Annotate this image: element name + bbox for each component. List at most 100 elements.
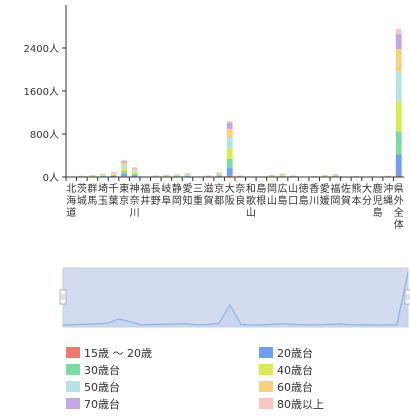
legend-item[interactable]: 50歳台 <box>66 379 120 394</box>
legend-label: 70歳台 <box>84 397 120 411</box>
bars <box>78 29 402 178</box>
legend-label: 50歳台 <box>84 380 120 394</box>
legend-item[interactable]: 40歳台 <box>259 362 313 377</box>
x-tick-label: 熊本 <box>351 182 361 207</box>
bar-segment <box>163 175 170 176</box>
legend-swatch <box>66 381 80 392</box>
legend-swatch <box>259 364 273 375</box>
x-tick-label: 神奈川 <box>130 182 140 219</box>
bar-segment <box>110 175 117 176</box>
legend-item[interactable]: 60歳台 <box>259 379 313 394</box>
bar-segment <box>226 148 233 159</box>
x-tick-label: 岐阜 <box>161 182 171 207</box>
legend-item[interactable]: 70歳台 <box>66 396 120 411</box>
bar-segment <box>174 175 180 177</box>
bar-segment <box>226 122 233 129</box>
bar-segment <box>226 121 233 123</box>
bar-segment <box>385 175 392 177</box>
x-tick-label: 北海道 <box>66 183 76 219</box>
x-tick-label: 京都 <box>214 182 224 207</box>
x-tick-label: 三重 <box>193 184 203 207</box>
x-tick-label: 広島 <box>278 182 288 207</box>
bar-segment <box>226 128 233 138</box>
zoom-handle-right[interactable] <box>404 289 410 305</box>
bar-segment <box>216 173 223 175</box>
bar-segment <box>110 173 117 175</box>
bar-segment <box>395 49 402 72</box>
bar-segment <box>110 175 117 177</box>
bar-segment <box>226 158 233 169</box>
bar-segment <box>184 173 191 175</box>
zoom-handle-left[interactable] <box>59 289 67 305</box>
bar-segment <box>332 176 339 177</box>
x-tick-label: 山口 <box>288 183 298 207</box>
x-tick-label: 沖縄 <box>383 182 393 207</box>
bar-segment <box>131 173 138 176</box>
bar-segment <box>121 160 127 163</box>
bar-segment <box>121 164 127 169</box>
legend-item[interactable]: 15歳 ～ 20歳 <box>66 345 152 360</box>
x-tick-label: 埼玉 <box>98 182 108 207</box>
x-tick-label: 長野 <box>151 183 161 207</box>
x-axis: 北海道茨城群馬埼玉千葉東京神奈川福井長野岐阜静岡愛知三重滋賀京都大阪奈良和歌山島… <box>65 176 404 231</box>
y-tick-label: 2400人 <box>24 43 59 55</box>
bar-segment <box>216 172 223 173</box>
x-tick-label: 福岡 <box>330 182 340 207</box>
bar-segment <box>110 174 117 176</box>
bar-segment <box>121 160 127 161</box>
x-tick-label: 静岡 <box>172 182 182 207</box>
legend-label: 40歳台 <box>277 363 313 377</box>
bar-segment <box>78 175 85 177</box>
y-axis: 0人 800人 1600人 2400人 <box>24 5 67 184</box>
legend-item[interactable]: 20歳台 <box>259 345 313 360</box>
data-zoom-slider[interactable] <box>59 267 410 328</box>
bar-segment <box>279 175 286 177</box>
bar-segment <box>121 173 127 177</box>
legend-label: 80歳以上 <box>277 397 324 411</box>
bar-segment <box>237 175 244 177</box>
bar-segment <box>395 154 402 175</box>
bar-segment <box>269 176 275 177</box>
bar-segment <box>110 171 117 173</box>
bar-segment <box>174 174 180 175</box>
bar-segment <box>395 131 402 155</box>
x-tick-label: 滋賀 <box>204 182 214 207</box>
bar-segment <box>205 176 212 177</box>
bar-segment <box>279 175 286 176</box>
bar-segment <box>131 167 138 168</box>
bar-segment <box>163 174 170 176</box>
bar-segment <box>100 174 106 175</box>
x-tick-label: 奈良 <box>235 182 245 207</box>
legend-item[interactable]: 80歳以上 <box>259 396 324 411</box>
legend-swatch <box>66 347 80 358</box>
x-tick-label: 大分 <box>362 182 372 207</box>
bar-segment <box>205 175 212 177</box>
legend-label: 30歳台 <box>84 363 120 377</box>
bar-segment <box>226 175 233 177</box>
x-tick-label: 佐賀 <box>341 183 351 207</box>
bar-segment <box>279 173 286 175</box>
bar-segment <box>395 101 402 132</box>
bar-segment <box>395 71 402 102</box>
bar-segment <box>184 174 191 175</box>
x-tick-label: 岡山 <box>267 183 277 207</box>
bar-segment <box>89 175 96 176</box>
bar-segment <box>216 174 223 176</box>
bar-segment <box>290 175 296 177</box>
legend-item[interactable]: 30歳台 <box>66 362 120 377</box>
y-tick-label: 1600人 <box>24 86 59 98</box>
legend-label: 20歳台 <box>277 346 313 360</box>
bar-segment <box>152 175 159 177</box>
legend-swatch <box>259 381 273 392</box>
legend-swatch <box>66 398 80 409</box>
x-tick-label: 福井 <box>140 182 150 207</box>
bar-segment <box>163 176 170 177</box>
bar-segment <box>184 174 191 176</box>
bar-segment <box>89 175 96 177</box>
legend-swatch <box>66 364 80 375</box>
bar-segment <box>395 34 402 50</box>
bar-segment <box>131 169 138 172</box>
bar-segment <box>269 174 275 176</box>
x-tick-label: 和歌山 <box>246 183 256 219</box>
